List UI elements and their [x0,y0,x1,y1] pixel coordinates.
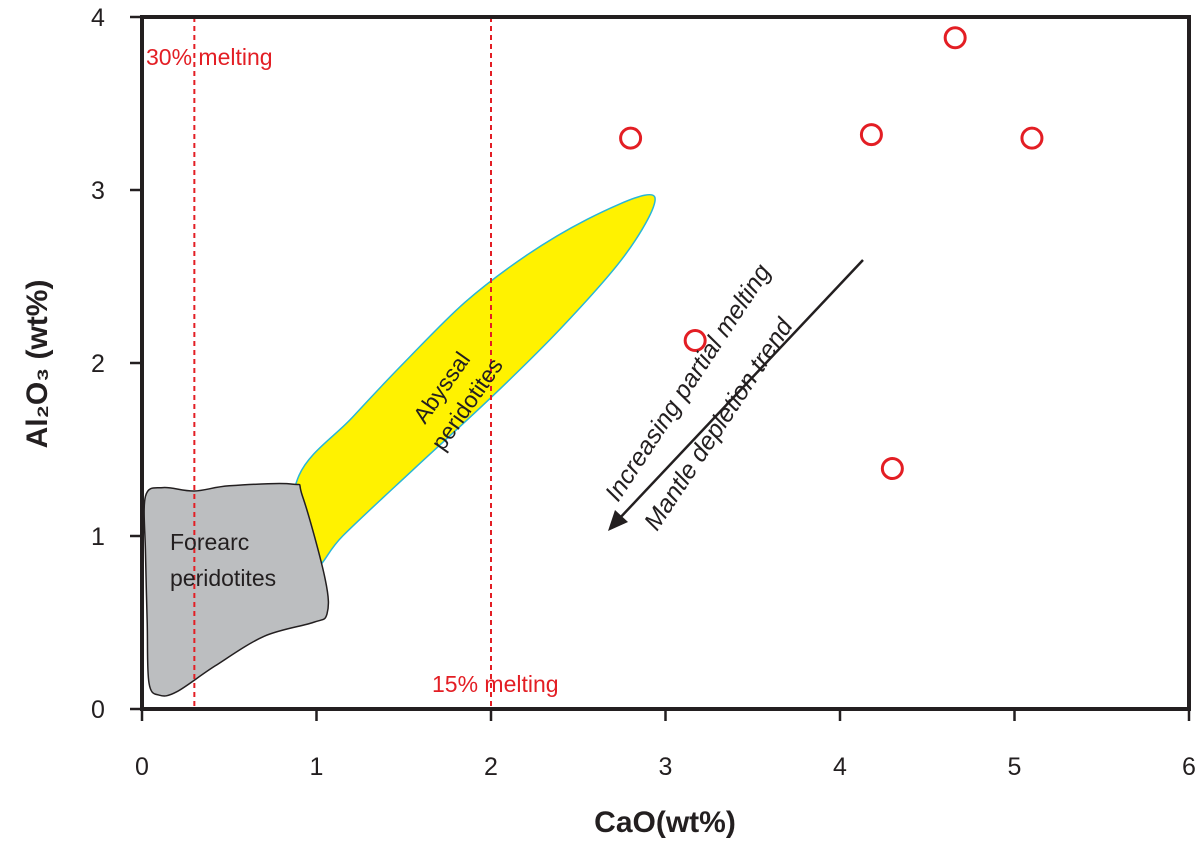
x-tick-label: 2 [484,753,498,781]
y-axis-title: Al₂O₃ (wt%) [21,280,54,449]
forearc-label-line2: peridotites [170,565,276,591]
trend-arrow-line [617,259,864,521]
y-tick-label: 1 [91,523,105,551]
data-point [683,329,707,353]
data-point [859,123,883,147]
x-tick-label: 6 [1182,753,1196,781]
forearc-label-line1: Forearc [170,529,249,555]
melting-label-30: 30% melting [146,44,273,70]
regions-layer [143,193,656,697]
x-axis-title: CaO(wt%) [594,806,736,839]
data-points-layer [619,26,1044,481]
x-tick-label: 1 [310,753,324,781]
data-point [619,126,643,150]
y-tick-label: 2 [91,350,105,378]
x-tick-label: 5 [1008,753,1022,781]
melting-label-15: 15% melting [432,671,559,697]
y-tick-label: 3 [91,177,105,205]
data-point [1020,126,1044,150]
forearc-peridotites-region [143,482,330,697]
x-tick-label: 4 [833,753,847,781]
melting-lines-layer [193,17,492,709]
abyssal-peridotites-region [288,193,656,571]
x-tick-label: 0 [135,753,149,781]
data-point [880,457,904,481]
depletion-trend-annotation: Increasing partial melting Mantle deplet… [600,259,864,535]
x-tick-label: 3 [659,753,673,781]
trend-arrowhead [608,510,628,531]
ticks-layer: 0 1 2 3 4 5 6 0 1 2 3 4 [91,4,1196,781]
y-tick-label: 4 [91,4,105,32]
data-point [943,26,967,50]
y-tick-label: 0 [91,696,105,724]
